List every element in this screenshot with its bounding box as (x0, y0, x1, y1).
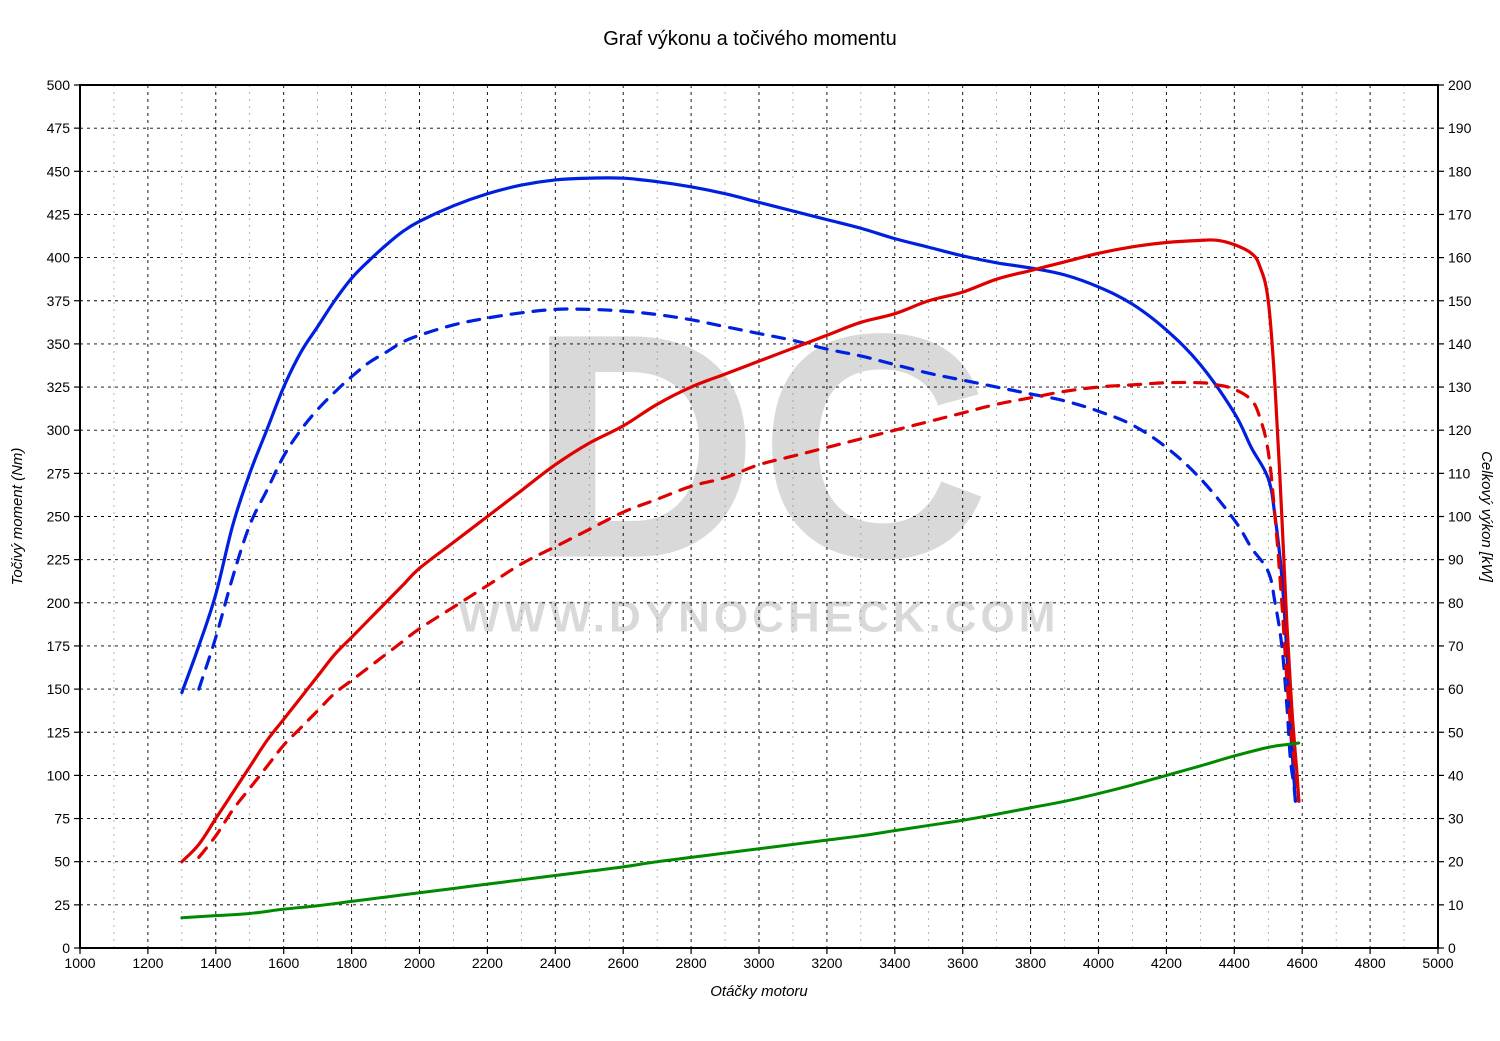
y-left-tick-label: 300 (47, 422, 71, 438)
x-tick-label: 3800 (1015, 955, 1046, 971)
x-tick-label: 2000 (404, 955, 435, 971)
y-right-tick-label: 180 (1448, 163, 1472, 179)
y-left-tick-label: 175 (47, 638, 71, 654)
x-tick-label: 4800 (1355, 955, 1386, 971)
y-right-axis-label: Celkový výkon [kW] (1478, 451, 1495, 583)
dyno-chart: DCWWW.DYNOCHECK.COM100012001400160018002… (0, 0, 1500, 1041)
y-right-tick-label: 60 (1448, 681, 1464, 697)
y-left-tick-label: 225 (47, 552, 71, 568)
x-tick-label: 2800 (676, 955, 707, 971)
y-left-tick-label: 50 (54, 854, 70, 870)
y-left-tick-label: 350 (47, 336, 71, 352)
y-left-tick-label: 250 (47, 509, 71, 525)
y-right-tick-label: 30 (1448, 811, 1464, 827)
y-left-tick-label: 125 (47, 724, 71, 740)
x-tick-label: 4200 (1151, 955, 1182, 971)
x-tick-label: 4000 (1083, 955, 1114, 971)
y-left-tick-label: 75 (54, 811, 70, 827)
y-left-tick-label: 400 (47, 250, 71, 266)
y-left-tick-label: 100 (47, 767, 71, 783)
y-right-tick-label: 0 (1448, 940, 1456, 956)
x-tick-label: 4600 (1287, 955, 1318, 971)
x-tick-label: 3200 (811, 955, 842, 971)
y-right-tick-label: 20 (1448, 854, 1464, 870)
y-right-tick-label: 140 (1448, 336, 1472, 352)
y-left-tick-label: 475 (47, 120, 71, 136)
x-tick-label: 1000 (64, 955, 95, 971)
y-left-tick-label: 0 (62, 940, 70, 956)
y-left-tick-label: 500 (47, 77, 71, 93)
y-right-tick-label: 90 (1448, 552, 1464, 568)
y-right-tick-label: 50 (1448, 724, 1464, 740)
y-right-tick-label: 110 (1448, 465, 1471, 481)
y-right-tick-label: 160 (1448, 250, 1472, 266)
y-right-tick-label: 80 (1448, 595, 1464, 611)
x-tick-label: 1200 (132, 955, 163, 971)
x-tick-label: 2400 (540, 955, 571, 971)
watermark: DCWWW.DYNOCHECK.COM (459, 267, 1060, 642)
y-left-tick-label: 375 (47, 293, 71, 309)
y-right-tick-label: 10 (1448, 897, 1464, 913)
x-tick-label: 2200 (472, 955, 503, 971)
x-tick-label: 4400 (1219, 955, 1250, 971)
x-tick-label: 3600 (947, 955, 978, 971)
x-axis-label: Otáčky motoru (710, 983, 808, 1000)
x-tick-label: 3400 (879, 955, 910, 971)
y-left-tick-label: 150 (47, 681, 71, 697)
y-left-tick-label: 275 (47, 465, 71, 481)
x-tick-label: 5000 (1422, 955, 1453, 971)
x-tick-label: 1600 (268, 955, 299, 971)
y-left-tick-label: 325 (47, 379, 71, 395)
y-right-tick-label: 190 (1448, 120, 1472, 136)
y-right-tick-label: 120 (1448, 422, 1472, 438)
y-left-axis-label: Točivý moment (Nm) (9, 448, 26, 586)
x-tick-label: 1800 (336, 955, 367, 971)
x-tick-label: 3000 (743, 955, 774, 971)
y-right-tick-label: 40 (1448, 767, 1464, 783)
y-right-tick-label: 130 (1448, 379, 1472, 395)
x-tick-label: 1400 (200, 955, 231, 971)
y-right-tick-label: 170 (1448, 206, 1472, 222)
y-left-tick-label: 450 (47, 163, 71, 179)
y-right-tick-label: 70 (1448, 638, 1464, 654)
y-left-tick-label: 425 (47, 206, 71, 222)
y-right-tick-label: 200 (1448, 77, 1472, 93)
y-right-tick-label: 100 (1448, 509, 1472, 525)
y-right-tick-label: 150 (1448, 293, 1472, 309)
y-left-tick-label: 200 (47, 595, 71, 611)
y-left-tick-label: 25 (54, 897, 70, 913)
chart-title: Graf výkonu a točivého momentu (603, 28, 896, 50)
x-tick-label: 2600 (608, 955, 639, 971)
